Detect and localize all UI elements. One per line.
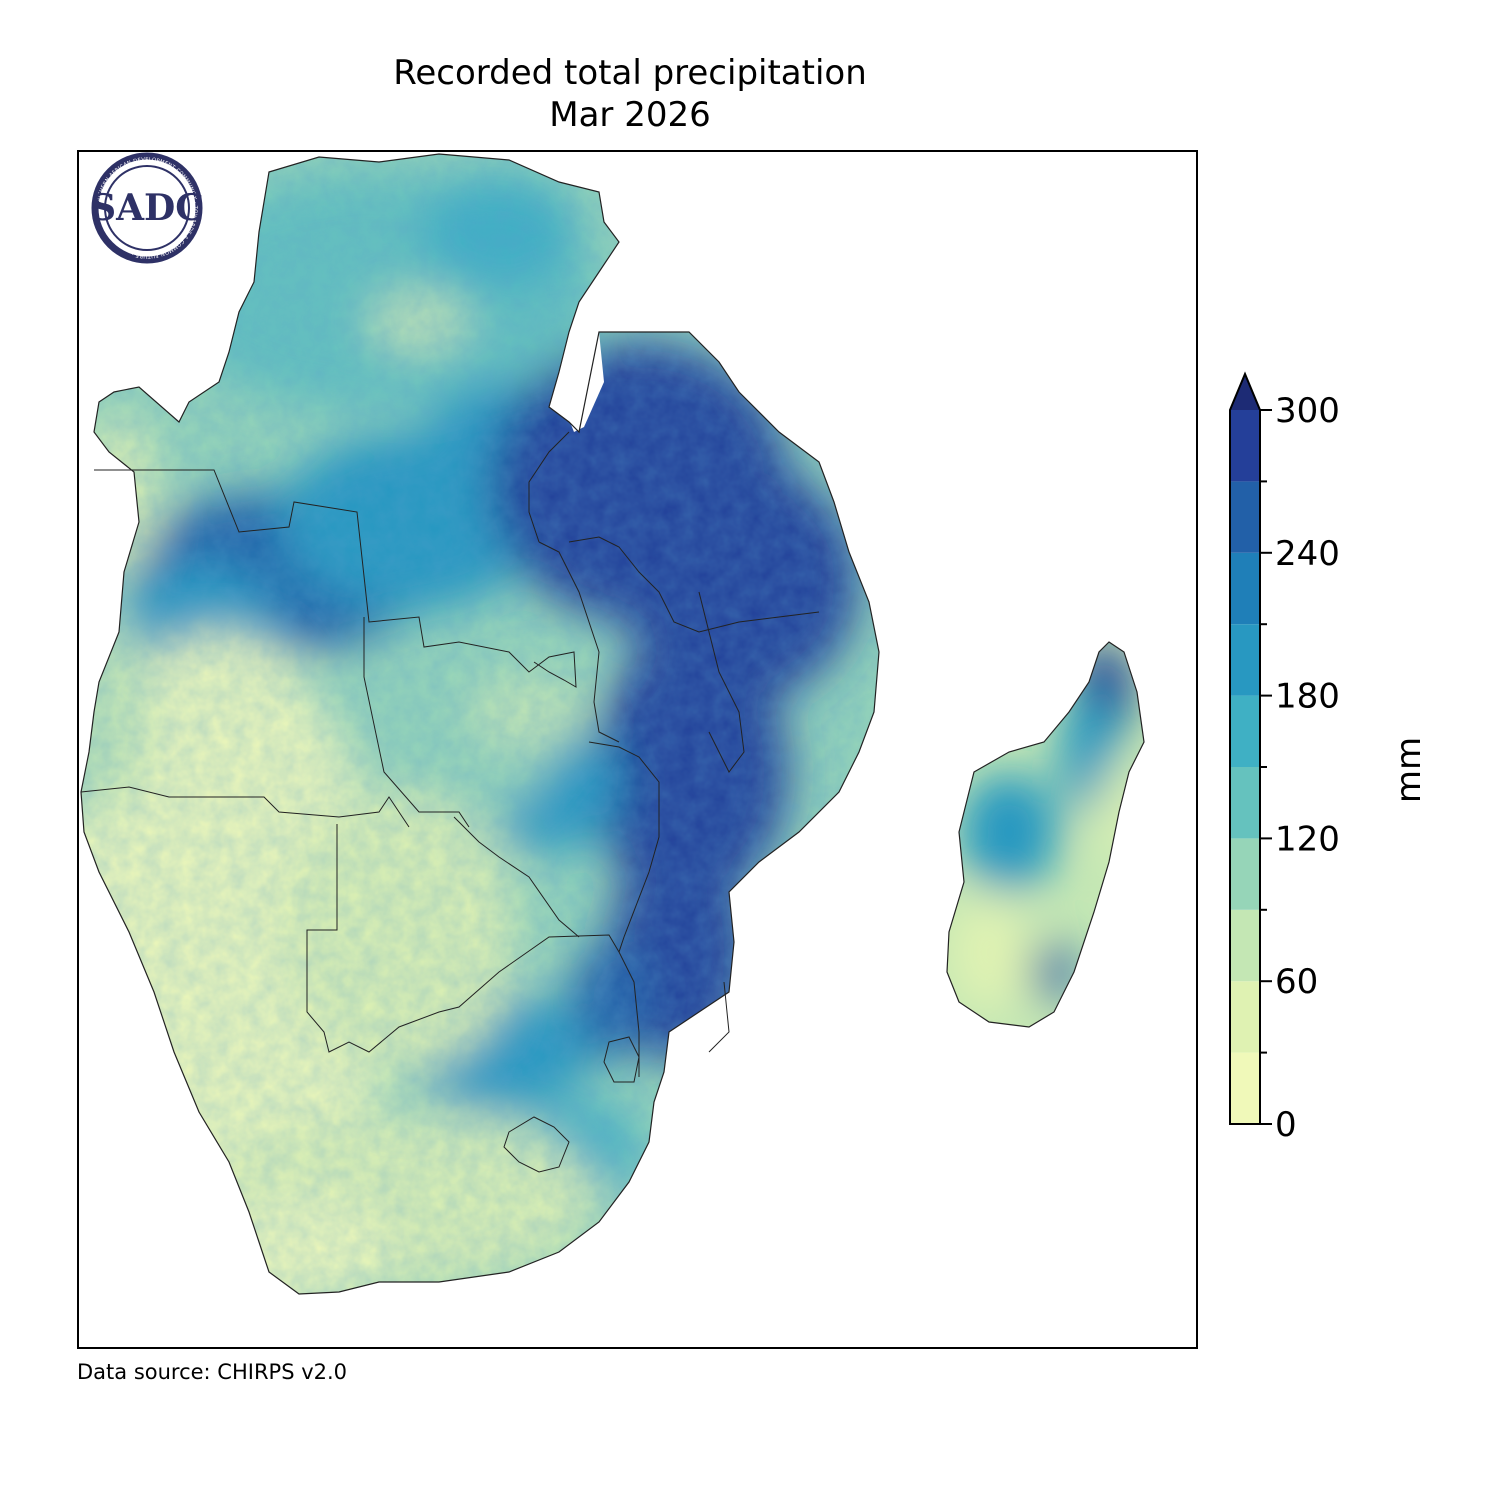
colorbar-bin-9: [1230, 410, 1260, 482]
colorbar-ticks: 0 60 120 180 240 300: [1260, 391, 1340, 1145]
colorbar-extend-arrow: [1230, 374, 1260, 410]
sadc-logo: SOUTHERN AFRICAN DEVELOPMENT COMMUNITY ·…: [90, 152, 204, 264]
precipitation-map: [80, 153, 1145, 1295]
madagascar-rainfall-field: [947, 642, 1144, 1027]
colorbar-bin-0: [1230, 1052, 1260, 1124]
mainland-coastline: [80, 153, 880, 1295]
colorbar-bin-2: [1230, 909, 1260, 982]
colorbar-bin-8: [1230, 481, 1260, 553]
colorbar-bin-7: [1230, 552, 1260, 625]
colorbar: 0 60 120 180 240 300 mm: [1215, 370, 1445, 1150]
colorbar-bin-6: [1230, 624, 1260, 696]
colorbar-tick-label-240: 240: [1275, 534, 1340, 574]
title-line-1: Recorded total precipitation: [393, 53, 867, 93]
colorbar-tick-label-120: 120: [1275, 819, 1340, 859]
madagascar-coastline: [946, 641, 1145, 1028]
colorbar-tick-label-300: 300: [1275, 391, 1340, 431]
map-title: Recorded total precipitation Mar 2026: [330, 52, 930, 136]
colorbar-bins: [1229, 371, 1261, 1125]
colorbar-bin-3: [1230, 838, 1260, 910]
logo-text: SADC: [90, 187, 204, 229]
colorbar-unit-label: mm: [1389, 737, 1429, 803]
title-line-2: Mar 2026: [549, 95, 711, 135]
colorbar-bin-1: [1230, 981, 1260, 1053]
colorbar-outline: [1229, 371, 1261, 1125]
colorbar-bin-4: [1230, 767, 1260, 839]
colorbar-tick-label-0: 0: [1275, 1105, 1297, 1145]
colorbar-tick-label-60: 60: [1275, 962, 1318, 1002]
map-frame: SOUTHERN AFRICAN DEVELOPMENT COMMUNITY ·…: [77, 150, 1198, 1349]
lake-victoria: [559, 332, 604, 432]
data-source-note: Data source: CHIRPS v2.0: [77, 1360, 348, 1384]
colorbar-bin-5: [1230, 695, 1260, 767]
country-borders: [80, 431, 820, 1173]
colorbar-tick-label-180: 180: [1275, 677, 1340, 717]
